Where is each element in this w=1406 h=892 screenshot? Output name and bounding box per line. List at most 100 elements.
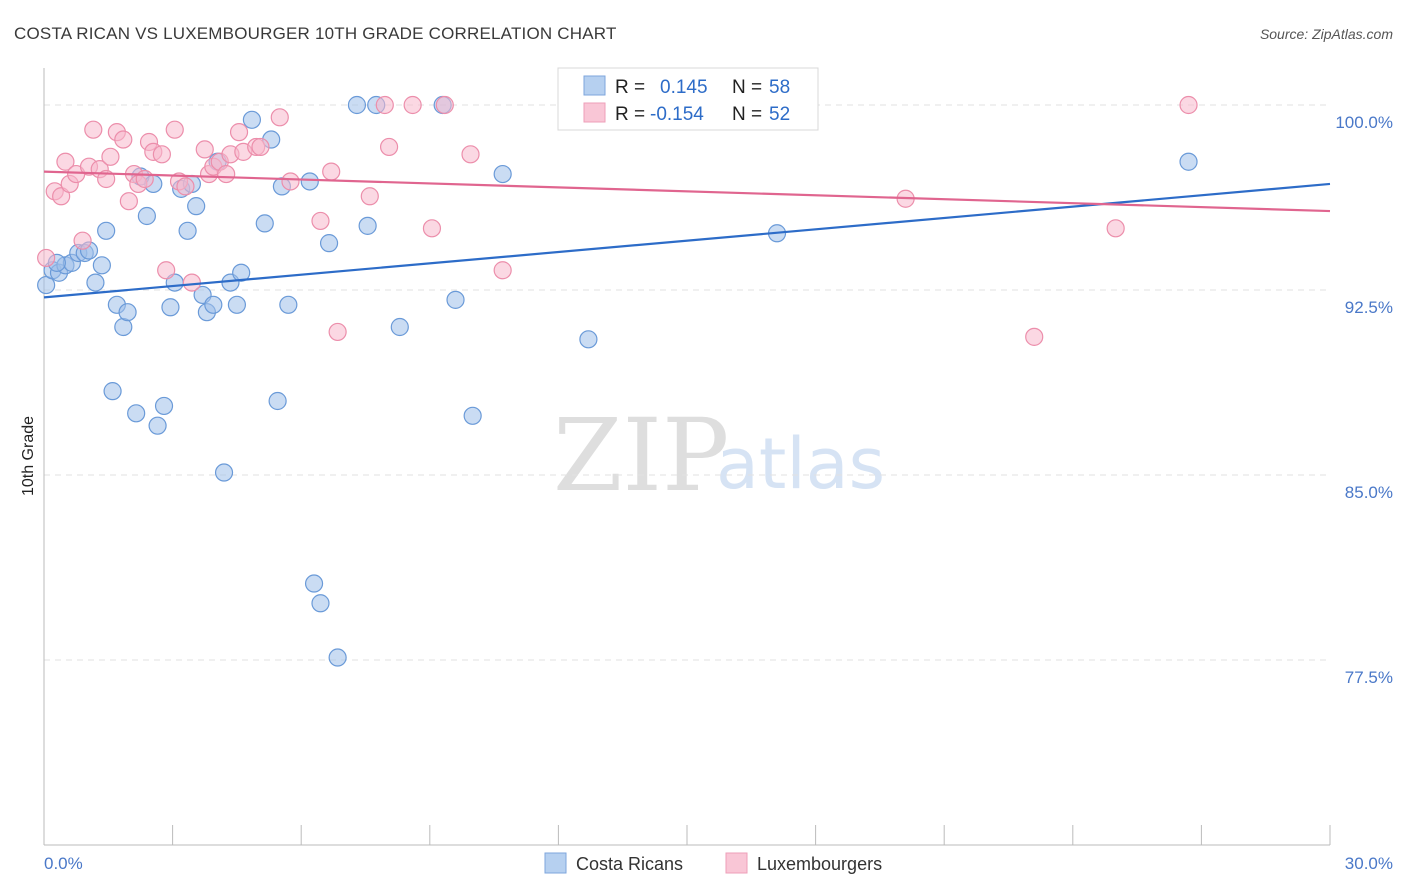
y-tick-label-1: 92.5% [1345,298,1393,317]
bottom-legend-swatch-costa-ricans [544,852,567,874]
y-tick-label-2: 85.0% [1345,483,1393,502]
legend-swatch-costa-ricans [583,75,606,96]
point-s1-22 [165,120,184,139]
watermark: ZIP atlas [553,397,885,514]
axes [43,68,1331,846]
point-s0-52 [463,406,482,425]
point-s1-47 [461,145,480,164]
point-s1-3 [56,152,75,171]
point-s1-25 [182,273,201,292]
point-s0-35 [242,110,262,129]
point-s0-45 [328,648,347,667]
point-s0-40 [279,295,298,314]
stats-legend: R = 0.145 N = 58 R = -0.154 N = 52 [557,67,819,131]
point-s0-8 [86,273,105,292]
point-s1-35 [251,137,270,157]
point-s0-31 [214,463,234,482]
point-s1-8 [84,120,103,139]
x-tick-label-0: 0.0% [44,854,83,873]
point-s1-30 [217,164,236,184]
point-s1-36 [270,108,289,127]
legend-r-value-1: 0.145 [660,77,708,98]
y-tick-labels: 100.0% 92.5% 85.0% 77.5% [1335,113,1393,687]
point-s1-21 [157,261,176,280]
point-s1-52 [1179,95,1198,115]
point-s0-34 [232,263,251,282]
bottom-legend-label-luxembourgers: Luxembourgers [757,854,882,874]
point-s0-41 [300,172,319,191]
point-s0-29 [204,295,223,314]
point-s0-54 [579,330,598,349]
trend-line-0 [43,182,1331,299]
point-s1-24 [176,177,195,196]
legend-n-value-2: 52 [769,104,790,125]
chart-source: Source: ZipAtlas.com [1260,26,1393,42]
point-s1-2 [52,187,71,206]
point-s0-56 [1179,152,1198,171]
point-s0-24 [178,221,197,240]
point-s1-14 [119,192,138,211]
x-tick-labels: 0.0% 30.0% [44,854,1393,873]
trend-lines [43,170,1331,299]
point-s0-53 [493,164,512,184]
series-1-points [37,95,1198,346]
y-tick-label-0: 100.0% [1335,113,1393,132]
data-points [37,95,1198,667]
point-s0-44 [319,234,339,253]
point-s0-26 [187,197,206,216]
bottom-legend-label-costa-ricans: Costa Ricans [576,854,683,874]
legend-r-value-2: -0.154 [650,104,704,125]
point-s0-46 [347,95,367,115]
point-s1-51 [1106,219,1125,238]
point-s1-32 [229,123,249,142]
point-s1-26 [195,140,214,159]
y-axis-label: 10th Grade [20,416,37,496]
x-tick-label-1: 30.0% [1345,854,1393,873]
point-s1-11 [101,147,120,166]
point-s1-42 [375,95,394,115]
point-s0-38 [268,391,287,411]
point-s1-40 [328,322,347,342]
point-s1-45 [422,219,442,238]
legend-swatch-luxembourgers [583,102,606,123]
point-s0-17 [137,206,156,226]
legend-n-label-2: N = [732,104,762,125]
point-s1-41 [360,187,379,206]
legend-n-label-1: N = [732,77,762,98]
legend-n-value-1: 58 [769,77,790,98]
point-s0-42 [304,574,324,593]
point-s0-10 [97,221,116,240]
point-s0-47 [358,216,377,235]
point-s0-20 [154,396,174,416]
point-s1-13 [114,130,133,149]
y-tick-label-3: 77.5% [1345,668,1393,687]
series-legend: Costa Ricans Luxembourgers [544,852,882,874]
series-0-points [37,95,1198,667]
trend-line-1 [43,170,1331,213]
point-s1-39 [322,162,341,181]
point-s1-46 [435,95,454,115]
watermark-atlas: atlas [716,423,885,505]
point-s1-43 [379,137,399,157]
point-s0-51 [446,290,465,309]
point-s0-43 [311,594,330,613]
legend-r-label-1: R = [615,77,645,98]
chart-title: COSTA RICAN VS LUXEMBOURGER 10TH GRADE C… [14,24,617,43]
point-s1-44 [403,95,422,115]
point-s0-36 [255,214,274,233]
point-s1-20 [152,145,171,164]
point-s0-21 [161,298,180,317]
bottom-legend-swatch-luxembourgers [725,852,748,874]
point-s1-38 [311,211,330,231]
legend-r-label-2: R = [615,104,645,125]
point-s1-50 [1025,327,1044,346]
point-s1-37 [281,172,300,191]
point-s1-0 [37,248,56,268]
point-s1-48 [493,261,512,280]
point-s0-49 [390,317,409,337]
point-s0-19 [148,416,167,435]
point-s0-15 [127,404,146,423]
point-s1-17 [135,169,154,189]
point-s0-14 [118,303,137,322]
